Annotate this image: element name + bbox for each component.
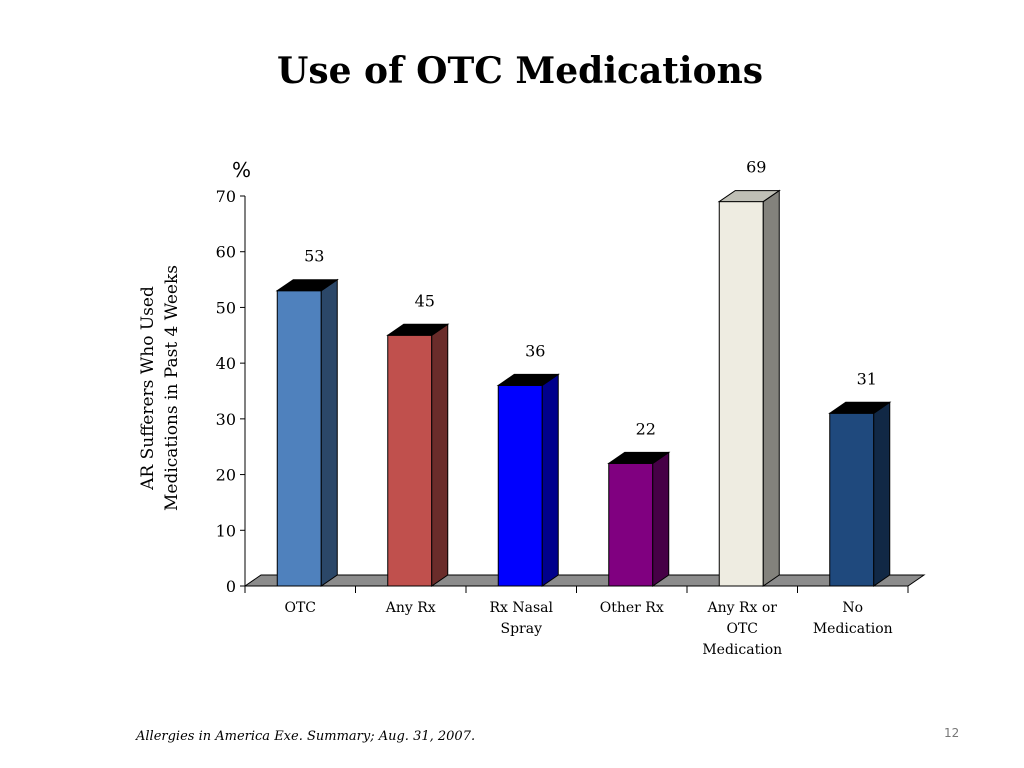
data-label: 69 [746,158,766,177]
bar [496,373,560,587]
bar-top-face [607,451,671,464]
y-tick-label: 50 [216,298,236,317]
bar-front-face [497,384,543,587]
y-tick-label: 40 [216,354,236,373]
data-label: 22 [636,419,656,438]
bar [275,278,339,587]
bar-side-face [762,189,780,587]
y-tick-label: 10 [216,521,236,540]
category-label: No [842,600,863,616]
category-label: Spray [500,621,542,637]
bar-front-face [608,462,654,587]
bar-top-face [828,401,892,414]
data-label: 36 [525,341,545,360]
bar-top-face [386,323,450,336]
data-label: 31 [857,369,877,388]
data-label: 45 [415,291,435,310]
bar-side-face [431,323,449,587]
chart-floor [243,574,926,587]
category-label: Other Rx [600,600,664,616]
bar-side-face [652,451,670,587]
bar-side-face [320,278,338,587]
y-axis-unit-label: % [232,158,252,182]
bar [717,189,781,587]
bar-top-face [275,279,339,292]
bar-front-face [829,412,875,587]
category-label: Medication [702,642,782,658]
y-tick-label: 0 [226,577,236,596]
data-label: 53 [304,247,324,266]
category-label: OTC [284,600,316,616]
bar-top-face [717,190,781,203]
bar [386,323,450,587]
bar-top-face [496,373,560,386]
category-label: Any Rx [385,600,436,616]
y-tick-label: 20 [216,466,236,485]
y-tick-label: 70 [216,187,236,206]
bar [607,451,671,587]
slide-title: Use of OTC Medications [276,50,764,92]
category-label: Medication [813,621,893,637]
bar-front-face [718,201,764,587]
bar-front-face [387,334,433,587]
page-number: 12 [944,726,960,740]
source-footnote: Allergies in America Exe. Summary; Aug. … [136,729,476,744]
category-label: Any Rx or [707,600,778,616]
bar-side-face [873,401,891,587]
category-label: OTC [726,621,758,637]
bar [828,401,892,587]
y-tick-label: 60 [216,243,236,262]
category-label: Rx Nasal [490,600,554,616]
bar-side-face [541,373,559,587]
y-tick-label: 30 [216,410,236,429]
bar-front-face [276,290,322,587]
